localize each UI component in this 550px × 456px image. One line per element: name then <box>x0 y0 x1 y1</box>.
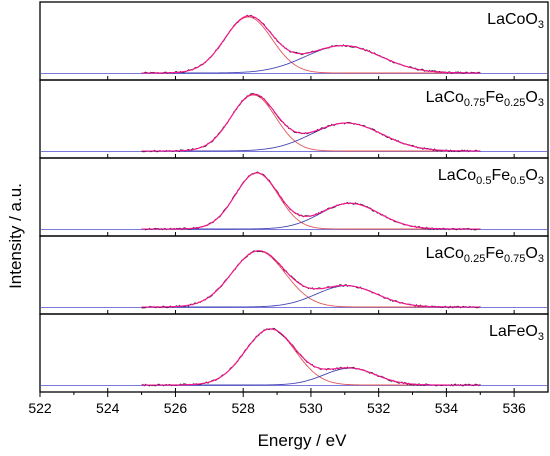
label-subscript: 3 <box>538 19 544 31</box>
panel-label: LaFeO3 <box>489 323 544 343</box>
label-text: Fe <box>485 245 504 262</box>
component-surface-oxygen <box>141 367 481 386</box>
label-subscript: 0.25 <box>504 97 525 109</box>
label-subscript: 0.75 <box>504 253 525 265</box>
component-lattice-oxygen <box>141 328 481 386</box>
component-surface-oxygen <box>141 122 481 152</box>
label-text: LaCo <box>426 245 464 262</box>
panel-label: LaCo0.75Fe0.25O3 <box>426 89 544 109</box>
measured-spectrum <box>141 327 481 387</box>
x-tick-label: 528 <box>232 400 256 416</box>
x-tick-label: 526 <box>164 400 188 416</box>
component-lattice-oxygen <box>141 172 481 230</box>
panel-4: LaCo0.25Fe0.75O3 <box>39 235 549 315</box>
label-subscript: 0.5 <box>510 175 525 187</box>
label-subscript: 0.25 <box>464 253 485 265</box>
label-subscript: 3 <box>538 175 544 187</box>
panel-label: LaCo0.25Fe0.75O3 <box>426 245 544 265</box>
x-tick-label: 532 <box>367 400 391 416</box>
fit-envelope <box>141 15 481 74</box>
label-text: LaCo <box>426 89 464 106</box>
label-text: O <box>525 245 537 262</box>
panels-group: LaCoO3LaCo0.75Fe0.25O3LaCo0.5Fe0.5O3LaCo… <box>39 1 549 393</box>
measured-spectrum <box>141 14 481 75</box>
label-text: LaFeO <box>489 323 538 340</box>
x-tick-label: 534 <box>435 400 459 416</box>
label-text: Fe <box>485 89 504 106</box>
x-tick-label: 524 <box>96 400 120 416</box>
component-surface-oxygen <box>141 45 481 74</box>
panel-frame <box>39 1 549 81</box>
label-subscript: 3 <box>538 331 544 343</box>
panel-label: LaCo0.5Fe0.5O3 <box>438 167 544 187</box>
panel-frame <box>39 313 549 393</box>
panel-5: LaFeO3 <box>39 313 549 393</box>
x-tick-label: 536 <box>502 400 526 416</box>
label-subscript: 0.5 <box>476 175 491 187</box>
fit-envelope <box>141 172 481 230</box>
x-tick-label: 522 <box>28 400 52 416</box>
label-text: Fe <box>491 167 510 184</box>
fit-envelope <box>141 93 481 152</box>
fit-envelope <box>141 328 481 386</box>
y-axis-label: Intensity / a.u. <box>6 183 25 289</box>
panel-3: LaCo0.5Fe0.5O3 <box>39 157 549 237</box>
panel-frame <box>39 79 549 159</box>
measured-spectrum <box>141 171 481 231</box>
component-lattice-oxygen <box>141 16 481 74</box>
x-axis: 522 524 526 528 530 532 534 536 <box>28 392 526 416</box>
panel-1: LaCoO3 <box>39 1 549 81</box>
x-tick-label: 530 <box>299 400 323 416</box>
x-axis-label: Energy / eV <box>258 431 347 450</box>
fit-envelope <box>141 250 481 308</box>
label-subscript: 3 <box>538 253 544 265</box>
panel-label: LaCoO3 <box>487 11 544 31</box>
label-text: O <box>525 167 537 184</box>
label-text: O <box>525 89 537 106</box>
label-text: LaCoO <box>487 11 538 28</box>
label-subscript: 3 <box>538 97 544 109</box>
panel-2: LaCo0.75Fe0.25O3 <box>39 79 549 159</box>
label-subscript: 0.75 <box>464 97 485 109</box>
label-text: LaCo <box>438 167 476 184</box>
